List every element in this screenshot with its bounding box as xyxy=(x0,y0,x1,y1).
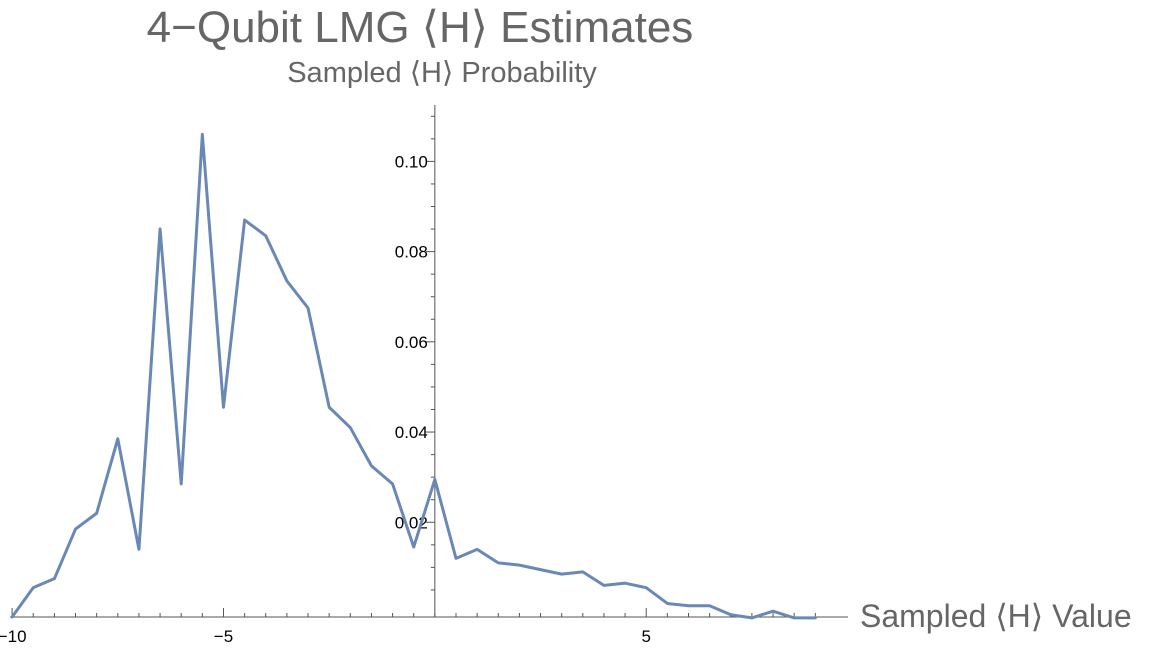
y-tick-label: 0.06 xyxy=(395,333,428,352)
x-axis-label: Sampled ⟨H⟩ Value xyxy=(860,598,1132,634)
y-tick-label: 0.10 xyxy=(395,152,428,171)
y-tick-label: 0.04 xyxy=(395,423,428,442)
y-tick-label: 0.08 xyxy=(395,243,428,262)
series-line xyxy=(10,132,817,620)
chart-title: 4−Qubit LMG ⟨H⟩ Estimates xyxy=(147,3,694,52)
ticks xyxy=(11,115,816,617)
series xyxy=(10,132,817,620)
x-tick-label: −5 xyxy=(214,627,233,646)
x-tick-label: −10 xyxy=(0,627,27,646)
axes xyxy=(10,105,848,618)
x-tick-label: 5 xyxy=(641,627,650,646)
chart-subtitle: Sampled ⟨H⟩ Probability xyxy=(287,57,597,89)
